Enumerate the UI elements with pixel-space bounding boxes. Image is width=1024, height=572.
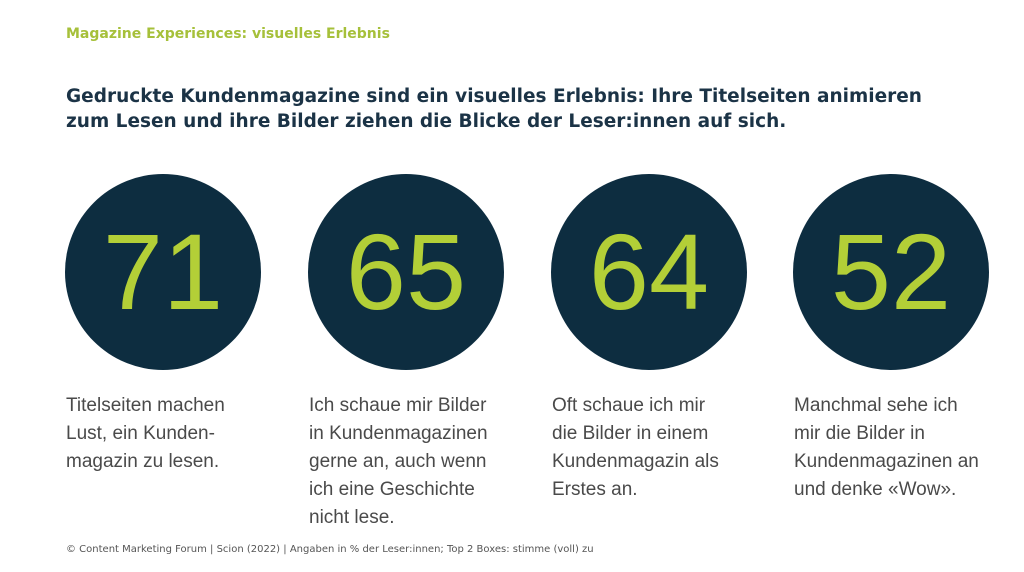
stat-label-line: und denke «Wow». — [794, 479, 957, 500]
stat-circle — [793, 174, 989, 370]
kicker: Magazine Experiences: visuelles Erlebnis — [66, 26, 390, 42]
stat-circle — [65, 174, 261, 370]
stat-label-line: Lust, ein Kunden- — [66, 423, 215, 444]
stat-value: 52 — [830, 211, 952, 332]
stat-label-line: mir die Bilder in — [794, 423, 925, 444]
footer: © Content Marketing Forum | Scion (2022)… — [66, 544, 594, 555]
stat-label-line: magazin zu lesen. — [66, 451, 220, 472]
stat-label-line: in Kundenmagazinen — [309, 423, 488, 444]
stat-label-line: Manchmal sehe ich — [794, 395, 958, 416]
stat-label-line: die Bilder in einem — [552, 423, 709, 444]
stat-circle — [551, 174, 747, 370]
stat-label: Oft schaue ich mir die Bilder in einem Kun… — [552, 392, 719, 504]
stat-value: 65 — [345, 211, 467, 332]
stat-label-line: Titelseiten machen — [66, 395, 225, 416]
stat-label-line: Erstes an. — [552, 479, 638, 500]
stat-label-line: Ich schaue mir Bilder — [309, 395, 487, 416]
stat-circle — [308, 174, 504, 370]
stat-label-line: ich eine Geschichte — [309, 479, 475, 500]
stat-value: 64 — [588, 211, 710, 332]
stat-label: Titelseiten machen Lust, ein Kunden-magaz… — [66, 392, 225, 476]
stat-label: Manchmal sehe ich mir die Bilder in Kunden… — [794, 392, 979, 504]
stat-value: 71 — [102, 211, 224, 332]
title-line: Gedruckte Kundenmagazine sind ein visuel… — [66, 86, 922, 107]
stat-label-line: Oft schaue ich mir — [552, 395, 706, 416]
stat-label-line: Kundenmagazinen an — [794, 451, 979, 472]
stat-label-line: gerne an, auch wenn — [309, 451, 487, 472]
stat-label-line: Kundenmagazin als — [552, 451, 719, 472]
title: Gedruckte Kundenmagazine sind ein visuel… — [66, 84, 922, 134]
title-line: zum Lesen und ihre Bilder ziehen die Bli… — [66, 111, 787, 132]
stat-label: Ich schaue mir Bilder in Kundenmagazinen g… — [309, 392, 488, 532]
stat-label-line: nicht lese. — [309, 507, 395, 528]
